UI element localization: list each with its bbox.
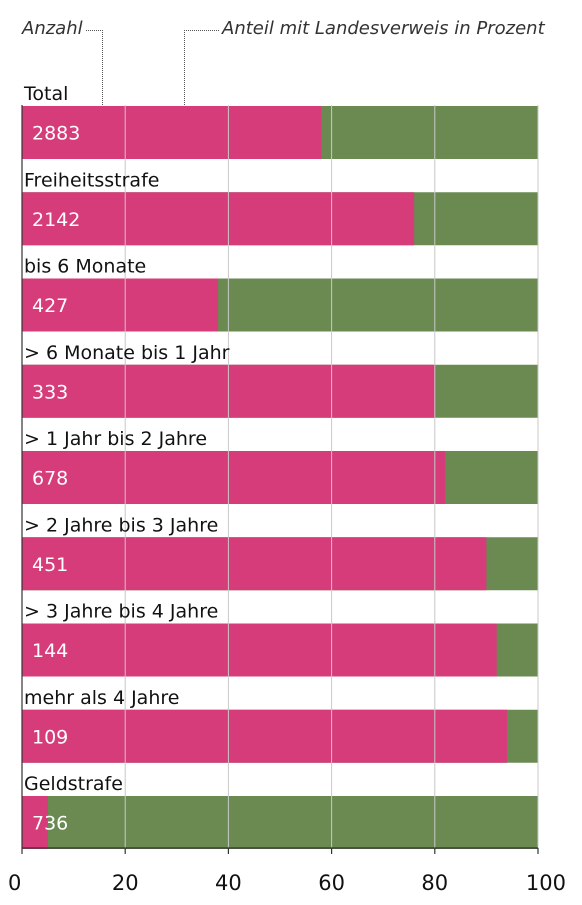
bar-share (22, 623, 497, 677)
bar-share (22, 106, 322, 159)
category-label: > 2 Jahre bis 3 Jahre (24, 514, 218, 536)
bar-share (22, 537, 487, 591)
count-label: 736 (32, 813, 68, 835)
category-label: mehr als 4 Jahre (24, 687, 179, 709)
count-label: 2883 (32, 123, 80, 145)
legend-share-label: Anteil mit Landesverweis in Prozent (222, 18, 545, 39)
category-label: > 1 Jahr bis 2 Jahre (24, 428, 207, 450)
bar-share (22, 709, 508, 763)
legend-count-label: Anzahl (22, 18, 83, 39)
count-leader-line (86, 30, 103, 131)
bar-share (22, 192, 415, 246)
count-label: 451 (32, 554, 68, 576)
count-label: 144 (32, 640, 68, 662)
bar-remainder (22, 796, 538, 849)
count-label: 427 (32, 295, 68, 317)
category-label: Freiheitsstrafe (24, 169, 159, 191)
count-label: 109 (32, 726, 68, 748)
category-label: Total (23, 83, 68, 105)
bar-share (22, 796, 48, 849)
x-tick-label: 40 (215, 871, 242, 895)
x-tick-label: 60 (318, 871, 345, 895)
x-tick-label: 0 (8, 871, 21, 895)
share-leader-line (184, 30, 219, 131)
count-label: 678 (32, 468, 68, 490)
count-label: 333 (32, 381, 68, 403)
bar-share (22, 278, 219, 332)
x-tick-label: 20 (112, 871, 139, 895)
category-label: > 3 Jahre bis 4 Jahre (24, 601, 218, 623)
category-label: > 6 Monate bis 1 Jahr (24, 342, 230, 364)
x-tick-label: 80 (421, 871, 448, 895)
category-label: bis 6 Monate (24, 256, 146, 278)
bar-share (22, 451, 446, 504)
count-label: 2142 (32, 209, 80, 231)
x-tick-label: 100 (526, 871, 566, 895)
category-label: Geldstrafe (24, 773, 123, 795)
